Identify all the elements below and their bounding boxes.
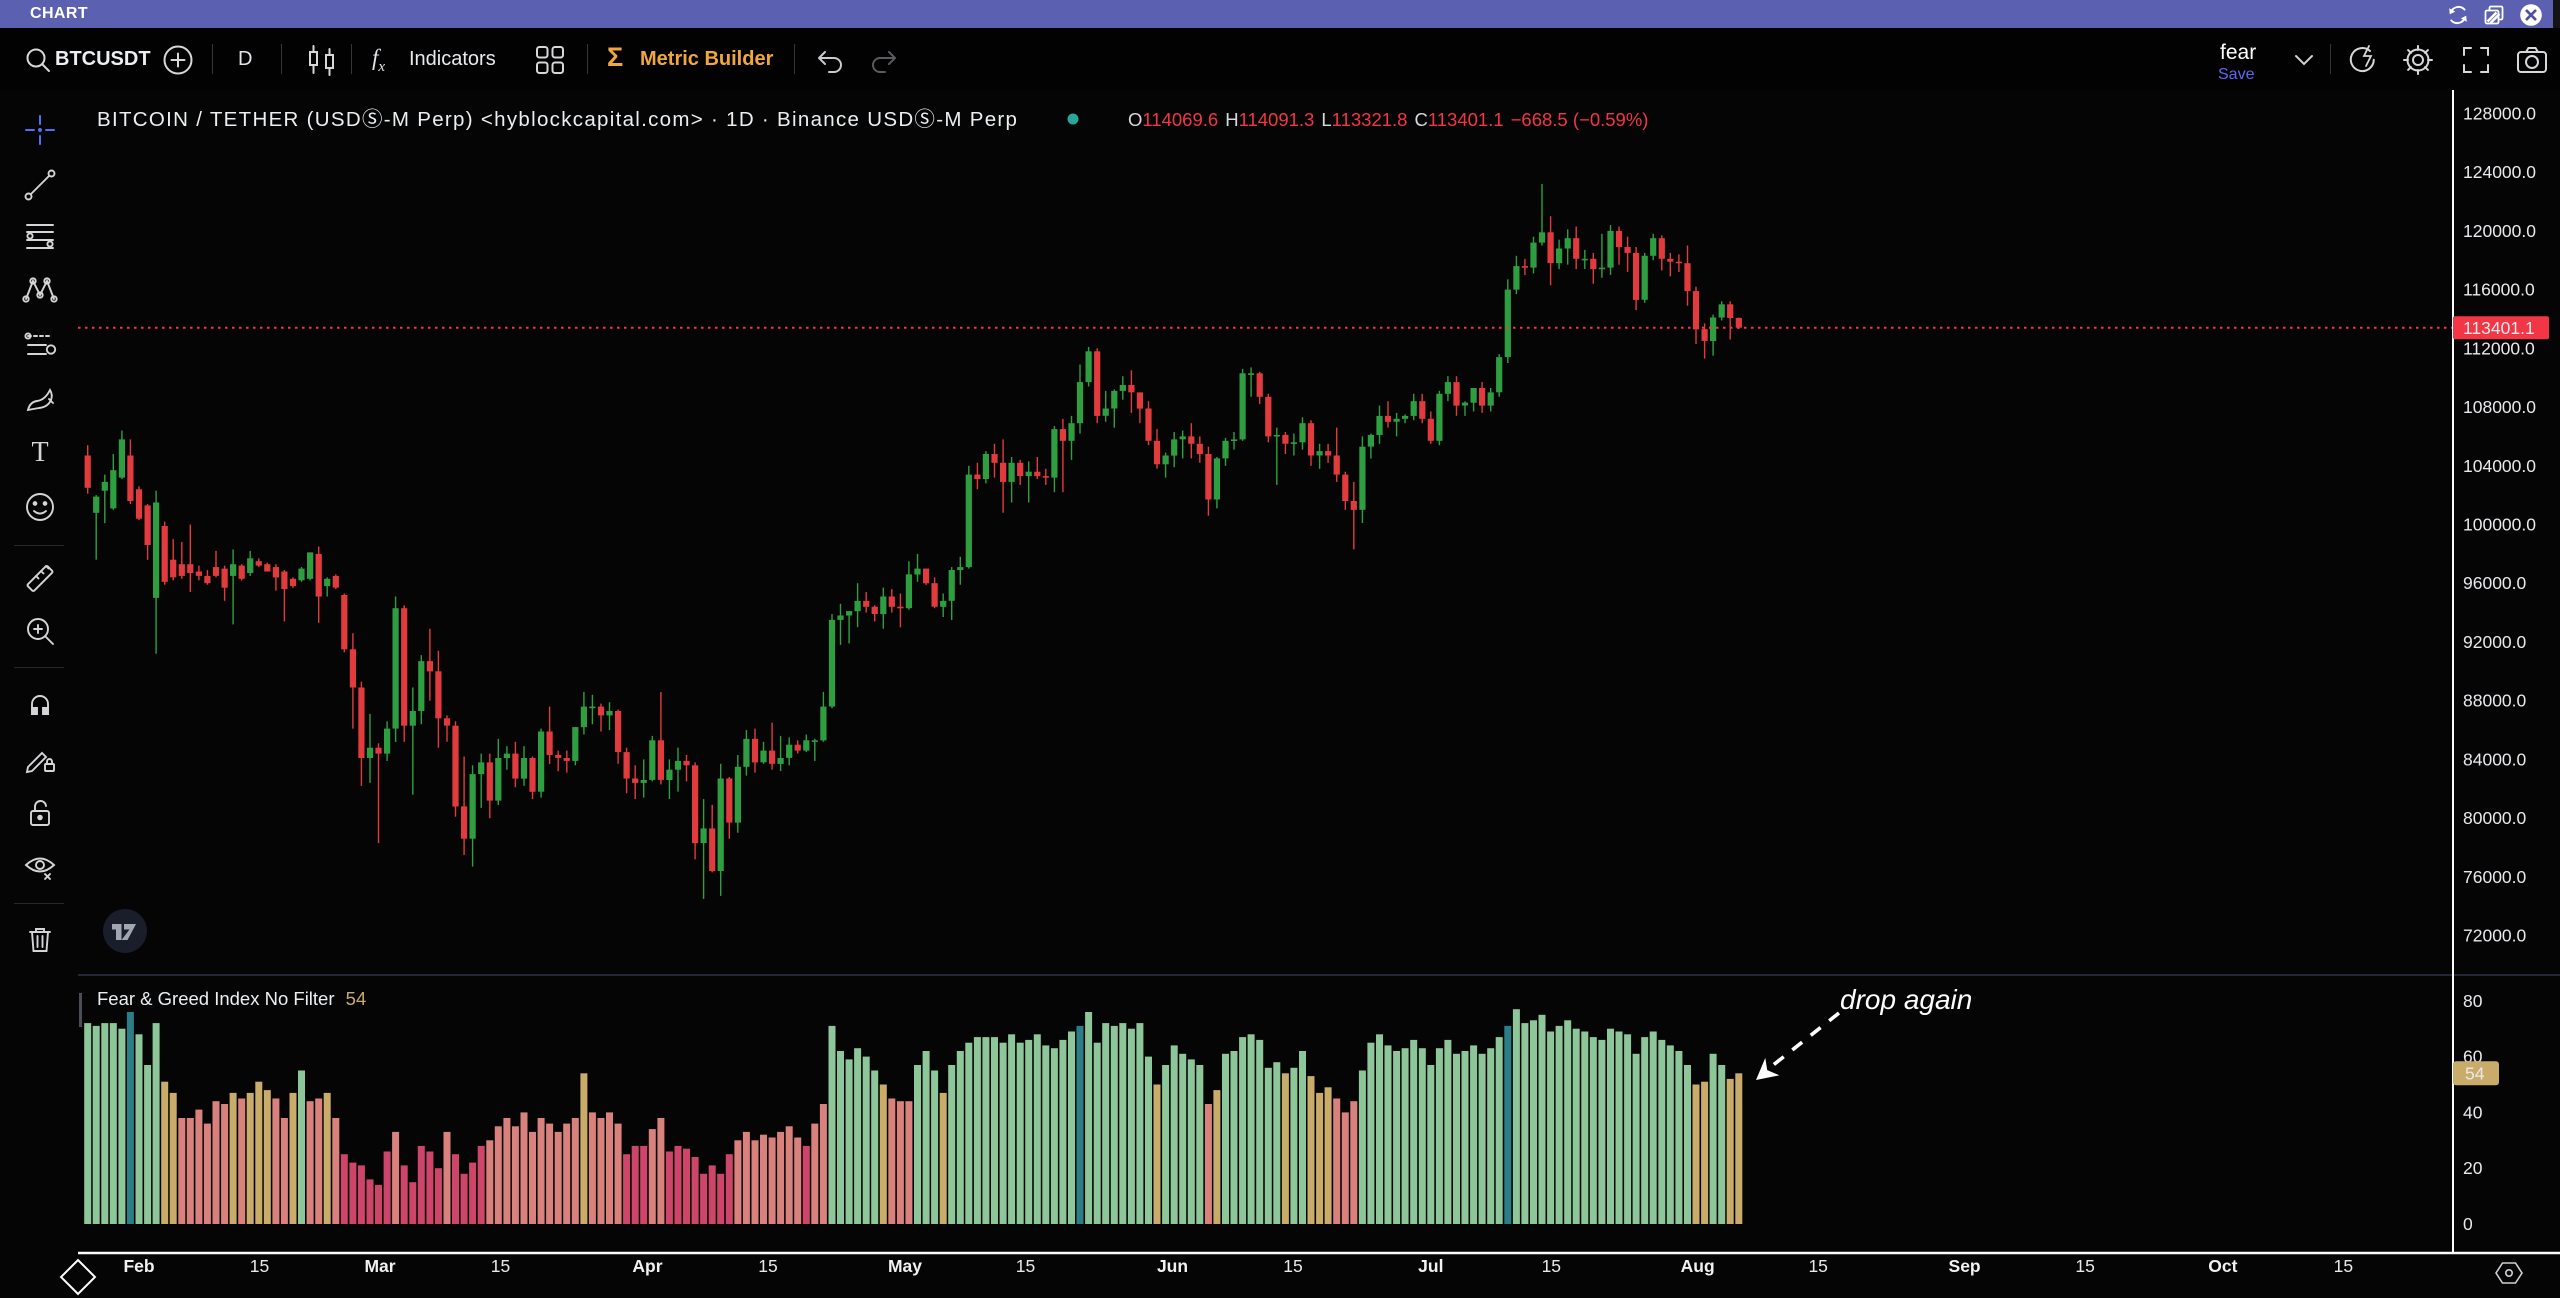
svg-text:BITCOIN / TETHER (USDⓈ-M Perp): BITCOIN / TETHER (USDⓈ-M Perp) <hyblockc… [97,108,1018,131]
svg-text:72000.0: 72000.0 [2463,926,2527,946]
svg-text:15: 15 [758,1256,777,1276]
svg-text:54: 54 [2465,1063,2485,1083]
svg-text:15: 15 [2075,1256,2094,1276]
svg-text:76000.0: 76000.0 [2463,867,2527,887]
svg-text:Apr: Apr [632,1256,662,1276]
svg-text:113401.1: 113401.1 [2463,318,2535,338]
svg-text:Oct: Oct [2208,1256,2237,1276]
svg-text:Feb: Feb [123,1256,154,1276]
svg-text:T: T [31,437,48,468]
svg-text:124000.0: 124000.0 [2463,162,2536,182]
svg-text:Jul: Jul [1418,1256,1443,1276]
svg-text:Mar: Mar [364,1256,395,1276]
svg-text:100000.0: 100000.0 [2463,515,2536,535]
svg-text:20: 20 [2463,1158,2483,1178]
svg-text:92000.0: 92000.0 [2463,632,2527,652]
svg-text:15: 15 [1283,1256,1302,1276]
svg-text:Jun: Jun [1157,1256,1188,1276]
svg-text:15: 15 [1808,1256,1827,1276]
svg-text:0: 0 [2463,1214,2473,1234]
svg-text:104000.0: 104000.0 [2463,456,2536,476]
svg-text:80000.0: 80000.0 [2463,808,2527,828]
svg-text:128000.0: 128000.0 [2463,103,2536,123]
svg-text:84000.0: 84000.0 [2463,749,2527,769]
svg-text:Fear & Greed Index No Filter: Fear & Greed Index No Filter 54 [97,988,366,1009]
svg-text:40: 40 [2463,1102,2483,1122]
svg-text:Sep: Sep [1949,1256,1981,1276]
svg-text:drop again: drop again [1840,984,1972,1015]
svg-text:112000.0: 112000.0 [2463,338,2535,358]
svg-text:15: 15 [250,1256,269,1276]
svg-text:120000.0: 120000.0 [2463,221,2536,241]
svg-text:116000.0: 116000.0 [2463,280,2535,300]
svg-text:15: 15 [1542,1256,1561,1276]
svg-text:96000.0: 96000.0 [2463,573,2527,593]
svg-text:15: 15 [491,1256,510,1276]
svg-text:80: 80 [2463,991,2483,1011]
svg-text:May: May [888,1256,922,1276]
svg-text:15: 15 [1016,1256,1035,1276]
svg-text:Aug: Aug [1681,1256,1715,1276]
svg-text:108000.0: 108000.0 [2463,397,2536,417]
svg-text:88000.0: 88000.0 [2463,691,2527,711]
svg-text:15: 15 [2334,1256,2353,1276]
